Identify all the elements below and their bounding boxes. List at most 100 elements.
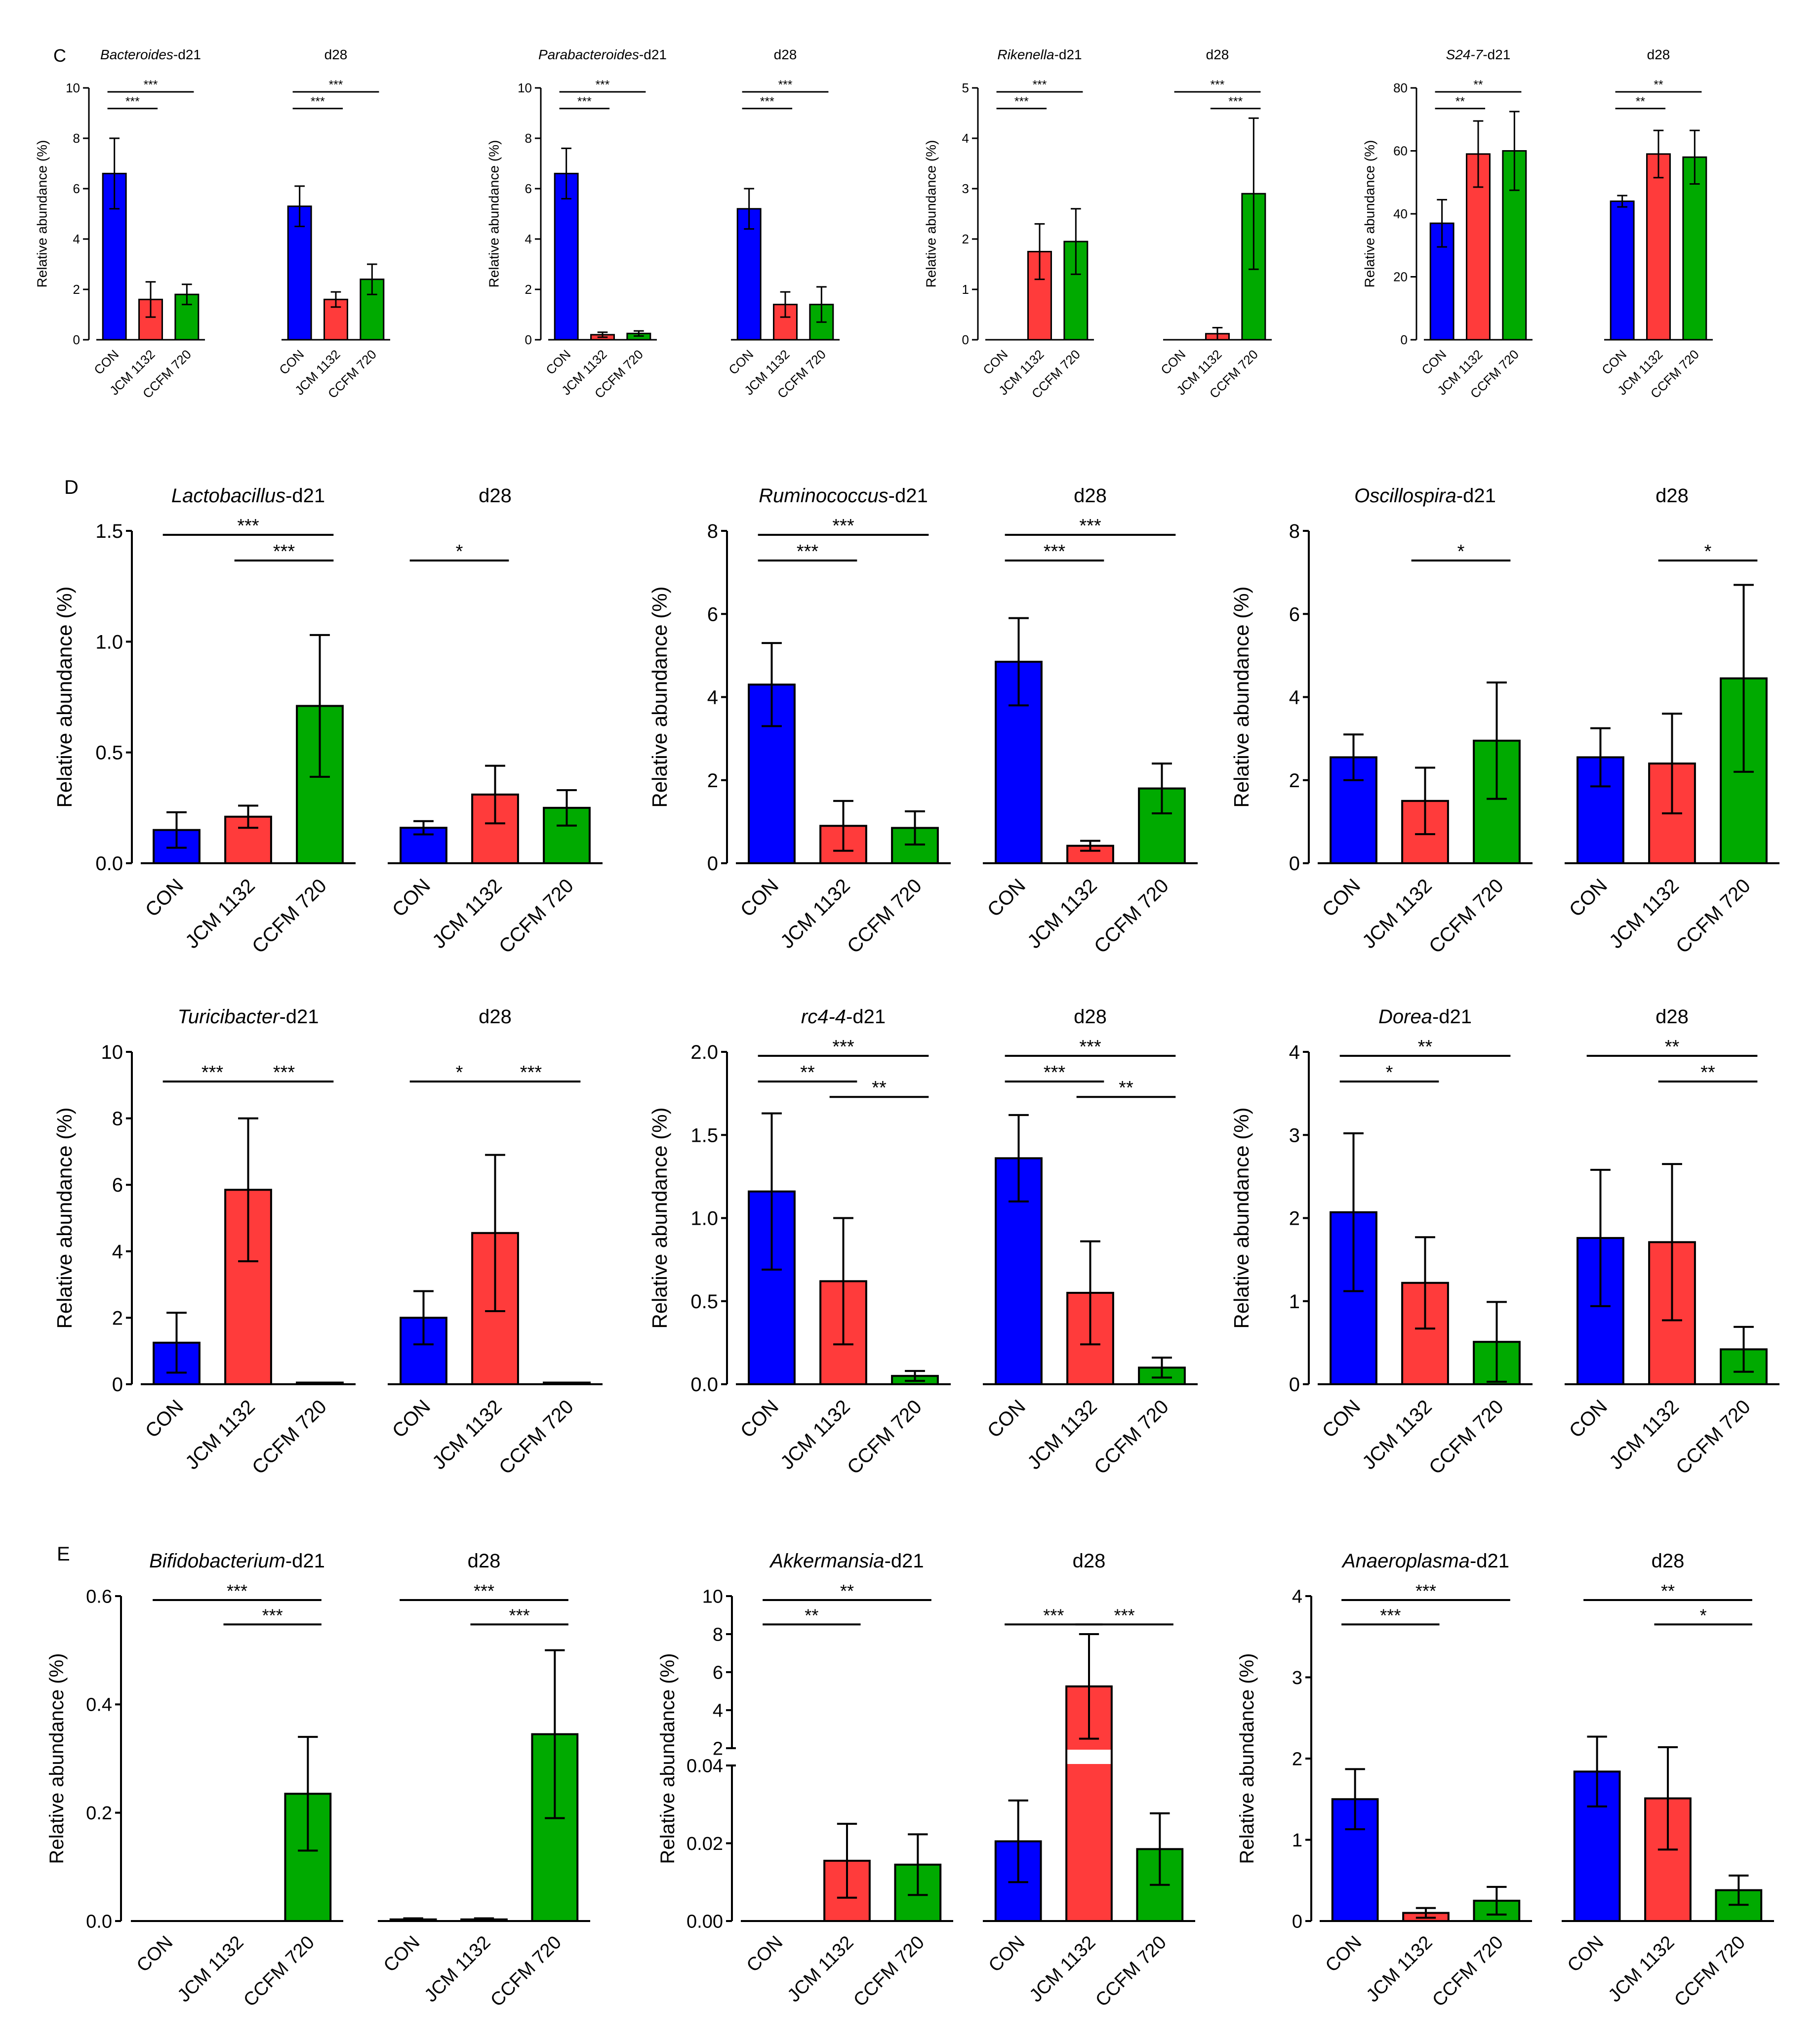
title-timepoint: d28: [1074, 485, 1107, 507]
y-tick-label: 3: [1289, 1124, 1300, 1146]
title-timepoint: -d21: [1054, 47, 1082, 62]
significance-label: ***: [1079, 516, 1101, 536]
y-tick-label: 5: [962, 80, 969, 95]
y-tick-label: 1.0: [95, 631, 123, 653]
y-tick-label: 0.5: [690, 1291, 718, 1313]
y-tick-label: 2: [1289, 770, 1300, 792]
y-tick-label: 8: [73, 131, 80, 146]
y-tick-label: 10: [66, 80, 80, 95]
x-tick-label: CCFM 720: [1090, 875, 1173, 958]
significance-label: ***: [596, 79, 610, 92]
subplot-title: Rikenella-d21: [997, 47, 1082, 62]
x-tick-label: CCFM 720: [486, 1932, 565, 2011]
y-axis-label: Relative abundance (%): [657, 1653, 679, 1864]
title-genus: Anaeroplasma: [1341, 1550, 1470, 1572]
significance-label: **: [805, 1605, 818, 1625]
significance-label: ***: [1044, 541, 1066, 562]
chart-bacteroides: 0 2 4 6 8 10 Relative abundance (%) Bacteroides…: [34, 47, 390, 401]
y-axis-label: Relative abundance (%): [53, 1107, 76, 1328]
title-timepoint: d28: [479, 485, 512, 507]
y-tick-label: 10: [101, 1042, 123, 1063]
bar-con: [287, 205, 312, 341]
y-tick-label: 0: [1289, 1374, 1300, 1396]
x-tick-label: CON: [726, 347, 756, 377]
x-tick-label: CON: [388, 1396, 435, 1442]
y-tick-label: 6: [73, 181, 80, 196]
x-tick-label: JCM 1132: [1358, 1396, 1436, 1474]
significance-label: **: [1473, 79, 1483, 92]
x-tick-label: CCFM 720: [248, 1396, 331, 1479]
x-tick-label: CCFM 720: [1090, 1396, 1173, 1479]
y-axis-label: Relative abundance (%): [648, 1107, 671, 1328]
subplot-title: d28: [1073, 1550, 1106, 1572]
significance-label: **: [1455, 95, 1465, 109]
significance-label: **: [1700, 1062, 1715, 1083]
significance-label: **: [800, 1062, 815, 1083]
significance-label: ***: [1415, 1581, 1436, 1601]
y-tick-label: 2: [962, 232, 969, 246]
bar-jcm-1132: [1646, 153, 1671, 341]
title-genus: Oscillospira: [1354, 485, 1456, 507]
subplot-title: d28: [468, 1550, 501, 1572]
x-tick-label: CCFM 720: [1428, 1932, 1507, 2011]
y-axis-label: Relative abundance (%): [1236, 1653, 1258, 1864]
significance-label: *: [1700, 1605, 1707, 1625]
significance-label: *: [456, 1062, 463, 1083]
title-genus: Turicibacter: [177, 1006, 280, 1028]
significance-label: **: [840, 1581, 854, 1601]
y-axis-label: Relative abundance (%): [648, 586, 671, 807]
bar-con: [736, 208, 762, 341]
title-genus: Bifidobacterium: [149, 1550, 285, 1572]
y-tick-label: 0: [73, 332, 80, 347]
y-tick-label: 4: [1292, 1586, 1302, 1607]
y-tick-label: 4: [1289, 1042, 1300, 1063]
y-tick-label: 6: [707, 603, 718, 625]
significance-label: *: [456, 541, 463, 562]
significance-label: ***: [509, 1605, 530, 1625]
chart-s24-7: 0 20 40 60 80 Relative abundance (%) S24-7-d21…: [1362, 47, 1713, 401]
subplot-title: Bacteroides-d21: [100, 47, 201, 62]
significance-label: ***: [520, 1062, 542, 1083]
x-tick-label: CON: [1318, 1396, 1365, 1442]
significance-label: ***: [227, 1581, 247, 1601]
y-axis-label: Relative abundance (%): [1230, 1107, 1253, 1328]
panel-label-D: D: [64, 477, 79, 498]
x-tick-label: JCM 1132: [181, 1396, 259, 1474]
y-tick-label: 8: [112, 1108, 123, 1130]
x-tick-label: JCM 1132: [420, 1932, 494, 2006]
subplot-title: d28: [1655, 485, 1689, 507]
title-genus: Bacteroides: [100, 47, 173, 62]
bar-break-gap: [1067, 1750, 1111, 1764]
x-tick-label: CCFM 720: [1091, 1932, 1171, 2011]
title-genus: Akkermansia: [769, 1550, 884, 1572]
y-tick-label: 0.4: [86, 1695, 112, 1716]
y-tick-label: 40: [1393, 206, 1408, 221]
x-tick-label: CON: [141, 1396, 188, 1442]
title-genus: Rikenella: [997, 47, 1054, 62]
significance-label: ***: [1014, 95, 1029, 109]
x-tick-label: JCM 1132: [1358, 875, 1436, 953]
title-timepoint: -d21: [279, 1006, 319, 1028]
y-tick-label: 8: [1289, 521, 1300, 542]
y-tick-label: 0.00: [686, 1911, 723, 1932]
y-tick-label: 0: [112, 1374, 123, 1396]
significance-label: **: [1654, 79, 1663, 92]
y-tick-label: 1.5: [690, 1124, 718, 1146]
y-tick-label: 4: [962, 131, 969, 146]
y-axis-label: Relative abundance (%): [1230, 586, 1253, 807]
title-timepoint: -d21: [885, 1550, 924, 1572]
significance-label: ***: [760, 95, 774, 109]
significance-label: ***: [1033, 79, 1047, 92]
significance-label: ***: [474, 1581, 494, 1601]
subplot-title: Dorea-d21: [1378, 1006, 1472, 1028]
y-tick-label: 1: [1292, 1830, 1302, 1851]
x-tick-label: JCM 1132: [1362, 1932, 1436, 2006]
y-tick-label: 0.04: [686, 1756, 723, 1776]
x-tick-label: JCM 1132: [1604, 1932, 1678, 2006]
